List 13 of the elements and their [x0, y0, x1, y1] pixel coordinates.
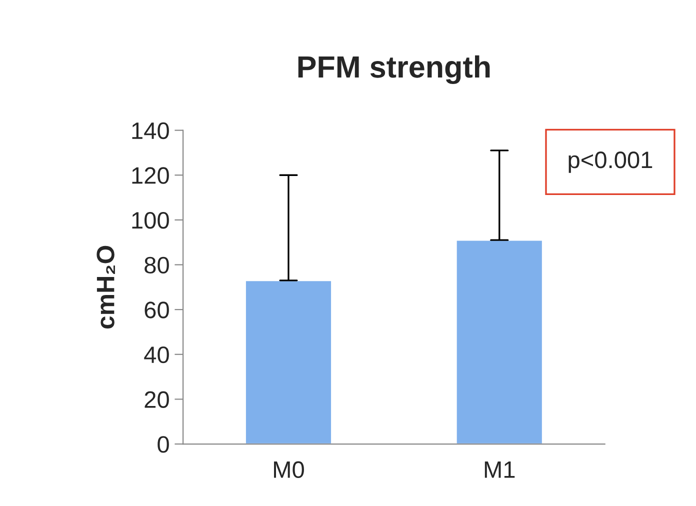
y-tick-label: 100 [132, 212, 169, 229]
annotation: p<0.001 [568, 152, 652, 173]
y-axis-title: cmH₂O [96, 246, 115, 329]
y-tick-label: 120 [132, 167, 169, 184]
chart-title: PFM strength [298, 55, 490, 84]
y-tick-label: 20 [144, 391, 169, 408]
y-tick-label: 80 [144, 256, 169, 274]
y-tick-label: 60 [144, 302, 169, 318]
y-tick-label: 0 [158, 436, 169, 453]
y-tick-label: 40 [144, 346, 169, 364]
x-tick-label: M1 [484, 462, 515, 478]
y-tick-label: 140 [132, 122, 169, 140]
x-tick-label: M0 [274, 461, 304, 478]
